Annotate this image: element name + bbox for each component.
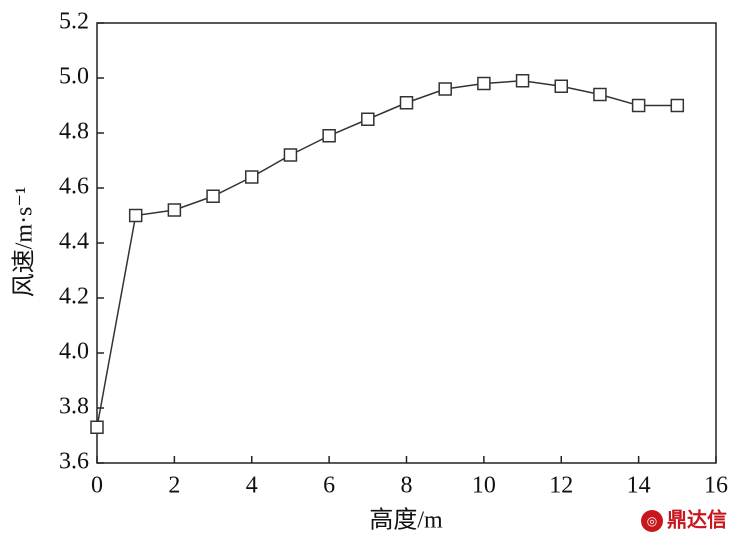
point-marker [283,148,298,162]
x-tick-label: 6 [323,473,335,499]
point-marker [631,98,646,113]
point-marker [245,170,259,184]
point-marker [206,189,220,203]
x-tick-label: 2 [168,473,180,499]
x-tick-label: 12 [549,473,573,499]
y-tick-label: 4.6 [59,174,89,200]
y-tick-label: 4.0 [59,339,89,365]
point-marker [399,96,414,110]
x-tick-label: 16 [704,473,728,499]
point-marker [128,208,143,223]
point-marker [554,79,568,93]
plot-frame [96,22,717,464]
point-marker [515,74,530,88]
watermark-logo: ◎ [641,510,663,532]
point-marker [477,76,491,91]
point-marker [322,129,336,143]
series-line [96,79,678,428]
x-tick-label: 0 [91,473,103,499]
point-marker [593,87,607,102]
y-tick-label: 5.0 [59,64,89,90]
y-tick-label: 4.8 [59,119,89,145]
y-tick-label: 4.4 [59,229,89,255]
point-marker [670,98,685,113]
y-tick-label: 3.8 [59,394,89,420]
y-axis-label: 风速/m·s⁻¹ [11,187,38,298]
y-tick-label: 5.2 [59,9,89,35]
point-marker [90,420,104,434]
watermark: 鼎达信 [667,508,727,532]
point-marker [361,112,375,126]
x-tick-label: 14 [627,473,651,499]
x-axis-label: 高度/m [369,507,443,534]
y-tick-label: 4.2 [59,284,89,310]
x-tick-label: 10 [472,473,496,499]
svg-text:◎: ◎ [647,514,657,528]
point-marker [167,203,182,217]
x-tick-label: 4 [246,473,258,499]
y-tick-label: 3.6 [59,449,89,475]
point-marker [438,82,452,96]
x-tick-label: 8 [401,473,413,499]
